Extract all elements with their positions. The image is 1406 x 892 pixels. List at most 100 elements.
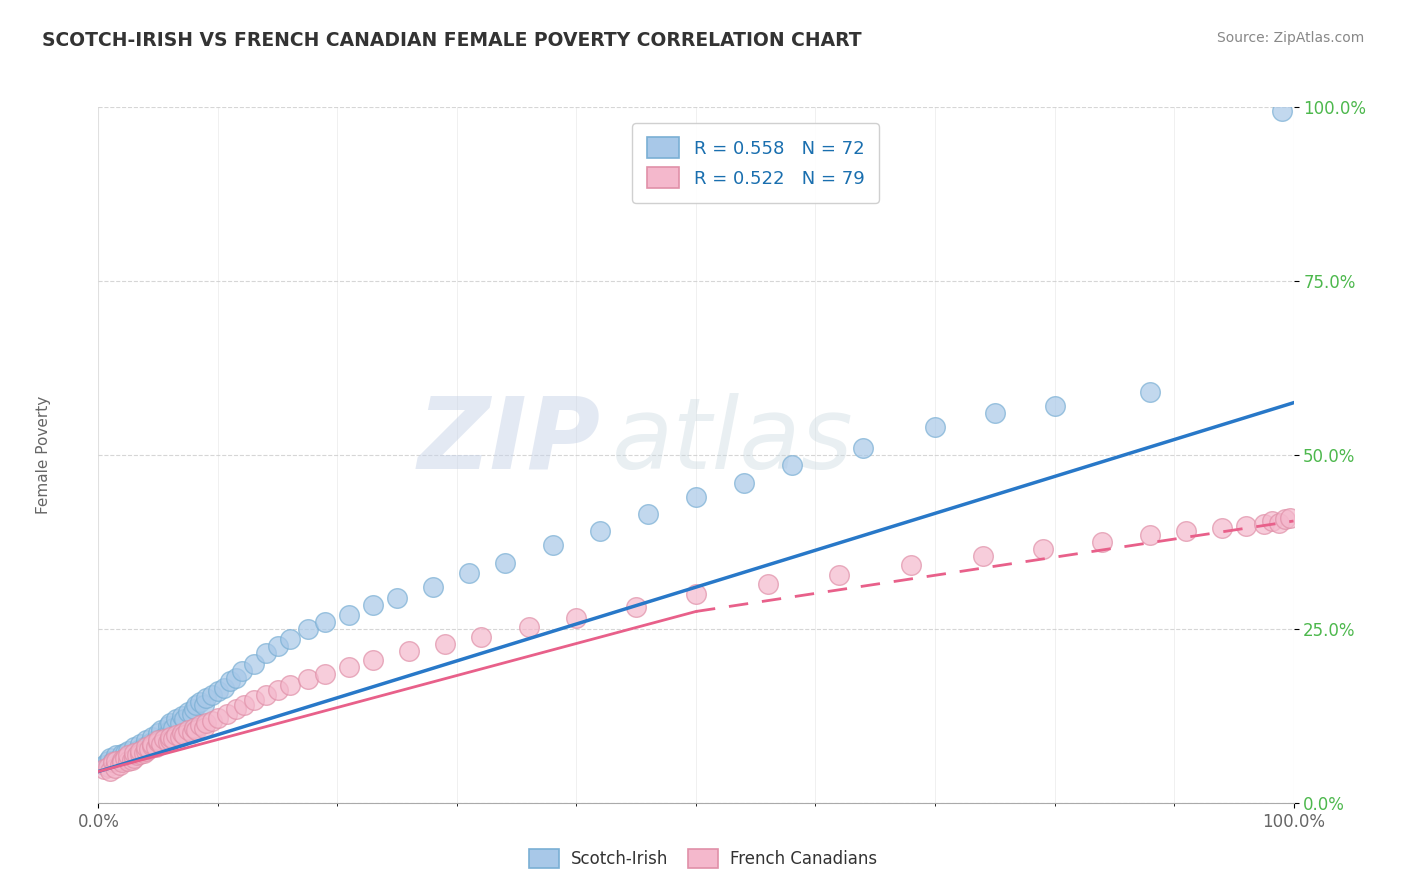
Point [385,591,409,605]
Point [217,706,239,721]
Point [97,759,120,773]
Point [589,524,612,539]
Point [183,721,205,735]
Point [159,733,181,747]
Point [124,750,146,764]
Point [207,684,229,698]
Point [124,746,146,760]
Point [173,712,195,726]
Point [98,750,122,764]
Point [254,688,277,702]
Point [231,664,253,678]
Point [1211,521,1233,535]
Point [135,744,157,758]
Point [267,639,290,653]
Point [363,598,385,612]
Point [1268,516,1291,530]
Point [637,507,659,521]
Point [243,657,266,671]
Point [422,580,444,594]
Point [186,698,208,713]
Point [337,660,360,674]
Point [165,712,187,726]
Point [135,740,157,755]
Point [145,733,167,747]
Point [135,739,157,753]
Point [141,737,163,751]
Point [972,549,994,563]
Point [193,698,215,713]
Point [243,693,266,707]
Point [1253,517,1275,532]
Point [219,674,242,689]
Point [138,737,160,751]
Point [624,599,647,614]
Point [111,747,134,761]
Point [201,714,224,728]
Point [180,706,202,721]
Point [225,702,247,716]
Point [148,733,170,747]
Point [93,763,115,777]
Point [297,622,319,636]
Legend: Scotch-Irish, French Canadians: Scotch-Irish, French Canadians [523,842,883,875]
Point [852,441,875,455]
Point [162,721,184,735]
Point [225,671,247,685]
Text: atlas: atlas [612,392,853,490]
Point [165,728,187,742]
Point [117,754,139,768]
Point [159,715,181,730]
Point [983,406,1005,420]
Point [108,757,131,772]
Point [180,726,202,740]
Point [233,698,256,713]
Point [149,737,172,751]
Point [363,653,385,667]
Point [1271,103,1294,118]
Point [297,672,319,686]
Point [517,620,540,634]
Point [125,748,148,763]
Text: ZIP: ZIP [418,392,600,490]
Point [129,744,152,758]
Point [124,747,146,761]
Point [193,721,215,735]
Point [458,566,481,581]
Point [541,538,564,552]
Point [129,747,152,761]
Point [173,728,195,742]
Point [141,734,163,748]
Point [105,754,128,768]
Point [156,719,179,733]
Point [117,748,139,763]
Point [159,730,181,744]
Point [111,756,134,770]
Point [129,737,152,751]
Point [900,558,922,572]
Point [1274,512,1296,526]
Point [194,691,217,706]
Point [337,607,360,622]
Point [93,757,115,772]
Point [101,756,124,770]
Point [145,740,167,755]
Text: SCOTCH-IRISH VS FRENCH CANADIAN FEMALE POVERTY CORRELATION CHART: SCOTCH-IRISH VS FRENCH CANADIAN FEMALE P… [42,31,862,50]
Point [828,567,851,582]
Point [104,761,127,775]
Point [188,718,211,732]
Point [1234,519,1257,533]
Point [153,731,176,746]
Point [148,726,170,740]
Point [756,576,779,591]
Point [278,632,301,647]
Point [105,748,128,763]
Point [1139,528,1161,542]
Point [98,764,122,779]
Point [124,740,146,755]
Point [135,733,157,747]
Legend: R = 0.558   N = 72, R = 0.522   N = 79: R = 0.558 N = 72, R = 0.522 N = 79 [633,123,879,202]
Point [117,750,139,764]
Point [470,630,492,644]
Point [924,420,946,434]
